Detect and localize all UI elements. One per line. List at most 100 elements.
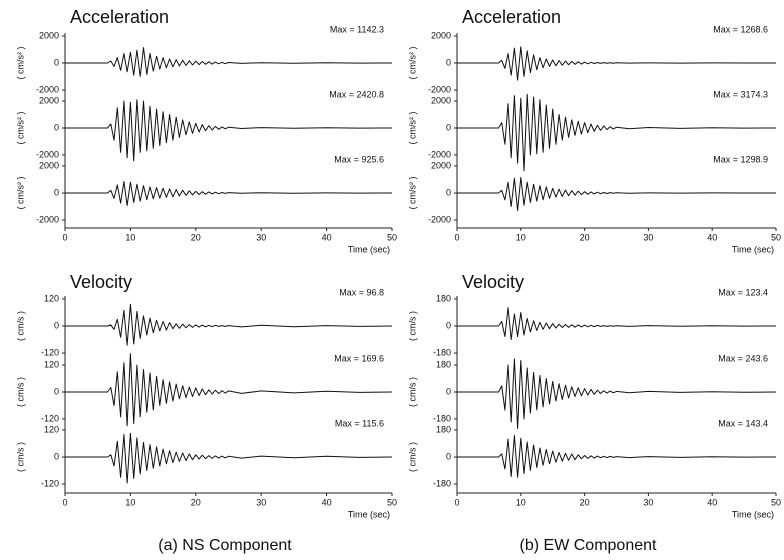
- max-annotation: Max = 1268.6: [713, 24, 768, 34]
- max-annotation: Max = 143.4: [718, 418, 768, 428]
- waveform: [65, 181, 393, 206]
- y-tick-label: 120: [44, 424, 59, 434]
- y-axis-label: ( cm/s ): [407, 442, 417, 472]
- x-tick-label: 0: [454, 232, 459, 242]
- x-tick-label: 10: [125, 497, 135, 507]
- x-tick-label: 10: [516, 497, 526, 507]
- x-tick-label: 40: [322, 232, 332, 242]
- max-annotation: Max = 1142.3: [330, 24, 384, 34]
- y-tick-label: 0: [54, 386, 59, 396]
- x-tick-label: 20: [580, 232, 590, 242]
- y-tick-label: 0: [446, 320, 451, 330]
- y-tick-label: 0: [446, 57, 451, 67]
- x-tick-label: 0: [62, 497, 67, 507]
- x-tick-label: 30: [643, 497, 653, 507]
- y-axis-label: ( cm/s² ): [15, 177, 25, 210]
- waveform: [457, 435, 777, 478]
- y-tick-label: 180: [436, 293, 451, 303]
- x-tick-label: 30: [256, 232, 266, 242]
- y-tick-label: 0: [54, 187, 59, 197]
- x-tick-label: 20: [191, 497, 201, 507]
- y-tick-label: 0: [446, 122, 451, 132]
- y-tick-label: -120: [41, 413, 59, 423]
- max-annotation: Max = 3174.3: [713, 89, 768, 99]
- y-axis-label: ( cm/s ): [15, 311, 25, 341]
- y-tick-label: 2000: [39, 30, 59, 40]
- y-tick-label: 2000: [431, 95, 451, 105]
- y-tick-label: -2000: [428, 84, 451, 94]
- waveform: [457, 46, 776, 81]
- x-tick-label: 40: [322, 497, 332, 507]
- y-tick-label: 0: [54, 57, 59, 67]
- y-tick-label: -2000: [36, 149, 59, 159]
- x-axis-label: Time (sec): [348, 509, 390, 519]
- x-axis-label: Time (sec): [732, 244, 774, 254]
- y-tick-label: 120: [44, 359, 59, 369]
- waveform: [65, 353, 393, 427]
- y-tick-label: -180: [433, 413, 451, 423]
- max-annotation: Max = 2420.8: [329, 89, 384, 99]
- y-axis-label: ( cm/s ): [407, 377, 417, 407]
- x-tick-label: 50: [387, 497, 397, 507]
- waveform: [457, 93, 777, 172]
- y-tick-label: -180: [433, 478, 451, 488]
- y-axis-label: ( cm/s² ): [15, 47, 25, 80]
- caption: (a) NS Component: [158, 537, 292, 554]
- panel-title: Velocity: [462, 272, 524, 292]
- x-tick-label: 10: [516, 232, 526, 242]
- y-tick-label: -180: [433, 347, 451, 357]
- max-annotation: Max = 925.6: [334, 154, 384, 164]
- y-tick-label: 0: [54, 320, 59, 330]
- max-annotation: Max = 243.6: [718, 353, 768, 363]
- x-tick-label: 20: [580, 497, 590, 507]
- y-tick-label: 2000: [431, 30, 451, 40]
- y-tick-label: 180: [436, 359, 451, 369]
- x-tick-label: 30: [256, 497, 266, 507]
- x-tick-label: 0: [454, 497, 459, 507]
- y-axis-label: ( cm/s² ): [407, 177, 417, 210]
- x-tick-label: 0: [62, 232, 67, 242]
- y-axis-label: ( cm/s ): [15, 442, 25, 472]
- x-tick-label: 50: [387, 232, 397, 242]
- x-tick-label: 10: [125, 232, 135, 242]
- max-annotation: Max = 115.6: [335, 418, 384, 428]
- x-tick-label: 30: [643, 232, 653, 242]
- y-tick-label: 2000: [39, 95, 59, 105]
- y-tick-label: -120: [41, 347, 59, 357]
- x-tick-label: 40: [707, 232, 717, 242]
- y-tick-label: 0: [446, 451, 451, 461]
- max-annotation: Max = 169.6: [334, 353, 384, 363]
- y-tick-label: 2000: [431, 160, 451, 170]
- x-axis-label: Time (sec): [732, 509, 774, 519]
- waveform: [457, 307, 777, 340]
- x-tick-label: 20: [191, 232, 201, 242]
- panel-title: Velocity: [70, 272, 132, 292]
- x-tick-label: 40: [707, 497, 717, 507]
- panel-title: Acceleration: [70, 7, 169, 27]
- y-tick-label: 0: [54, 451, 59, 461]
- waveform: [65, 303, 393, 346]
- y-tick-label: -2000: [36, 214, 59, 224]
- y-axis-label: ( cm/s ): [407, 311, 417, 341]
- y-axis-label: ( cm/s² ): [407, 47, 417, 80]
- panel-title: Acceleration: [462, 7, 561, 27]
- y-tick-label: 180: [436, 424, 451, 434]
- max-annotation: Max = 96.8: [339, 287, 384, 297]
- y-tick-label: 0: [446, 187, 451, 197]
- y-tick-label: 0: [446, 386, 451, 396]
- x-axis-label: Time (sec): [348, 244, 390, 254]
- y-axis-label: ( cm/s² ): [15, 112, 25, 145]
- waveform: [457, 358, 777, 429]
- x-tick-label: 50: [771, 497, 781, 507]
- y-tick-label: -2000: [36, 84, 59, 94]
- y-axis-label: ( cm/s ): [15, 377, 25, 407]
- x-tick-label: 50: [771, 232, 781, 242]
- y-axis-label: ( cm/s² ): [407, 112, 417, 145]
- max-annotation: Max = 123.4: [718, 287, 768, 297]
- max-annotation: Max = 1298.9: [713, 154, 768, 164]
- y-tick-label: 120: [44, 293, 59, 303]
- y-tick-label: -120: [41, 478, 59, 488]
- waveform: [65, 47, 393, 77]
- y-tick-label: 0: [54, 122, 59, 132]
